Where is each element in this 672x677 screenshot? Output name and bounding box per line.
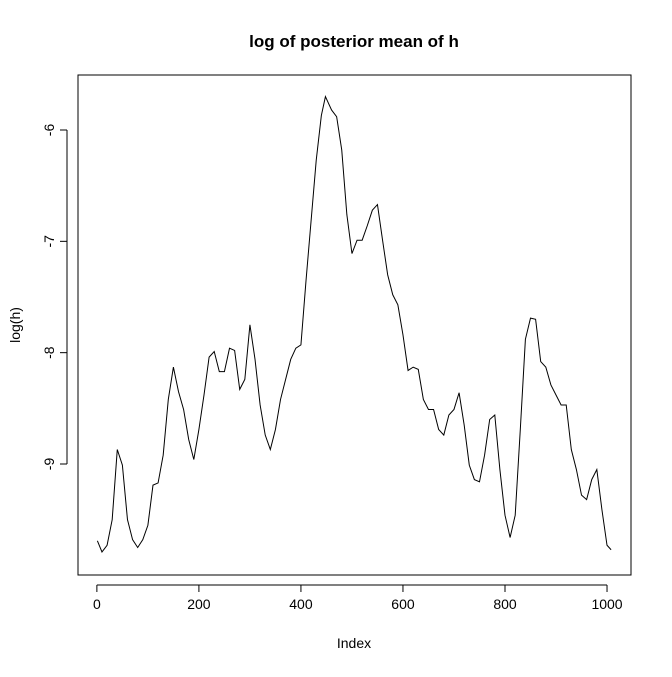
- x-tick-label: 0: [93, 596, 101, 612]
- x-tick-label: 1000: [591, 596, 622, 612]
- x-tick-label: 800: [493, 596, 517, 612]
- chart-title: log of posterior mean of h: [249, 32, 459, 51]
- data-line: [96, 95, 612, 553]
- y-axis-title: log(h): [7, 307, 23, 343]
- x-tick-label: 600: [391, 596, 415, 612]
- x-axis-title: Index: [337, 635, 371, 651]
- x-tick-label: 400: [289, 596, 313, 612]
- y-tick-label: -6: [41, 124, 57, 137]
- y-tick-label: -8: [41, 346, 57, 359]
- x-tick-label: 200: [187, 596, 211, 612]
- y-tick-label: -9: [41, 458, 57, 471]
- y-tick-label: -7: [41, 235, 57, 248]
- plot-box: [77, 74, 632, 576]
